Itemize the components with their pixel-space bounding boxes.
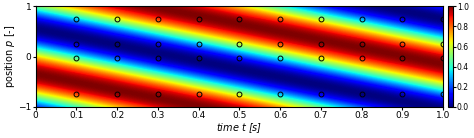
- Y-axis label: position $p$ [-]: position $p$ [-]: [3, 25, 17, 88]
- X-axis label: time $t$ [s]: time $t$ [s]: [216, 121, 263, 135]
